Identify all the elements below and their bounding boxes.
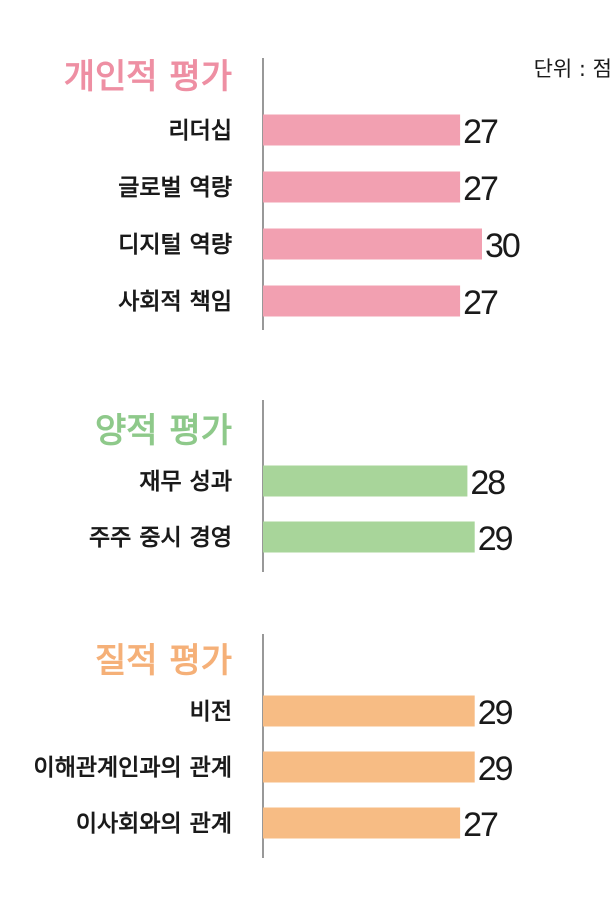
- bar: [263, 285, 461, 317]
- value-label: 27: [463, 806, 498, 844]
- group-title: 개인적 평가: [64, 57, 232, 97]
- bar: [263, 114, 461, 146]
- bar: [263, 695, 475, 727]
- bar: [263, 465, 468, 497]
- value-label: 27: [463, 113, 498, 151]
- group-title: 질적 평가: [95, 641, 232, 681]
- bar: [263, 521, 475, 553]
- category-label: 리더십: [169, 118, 232, 144]
- category-label: 비전: [190, 699, 232, 725]
- bar: [263, 807, 461, 839]
- value-label: 28: [470, 464, 505, 502]
- group-title: 양적 평가: [95, 411, 232, 451]
- bar: [263, 228, 482, 260]
- category-label: 사회적 책임: [118, 289, 232, 315]
- category-label: 디지털 역량: [118, 232, 232, 258]
- value-label: 27: [463, 284, 498, 322]
- value-label: 29: [478, 520, 513, 558]
- category-label: 글로벌 역량: [118, 175, 232, 201]
- category-label: 재무 성과: [139, 469, 232, 495]
- value-label: 30: [485, 227, 520, 265]
- bar: [263, 751, 475, 783]
- category-label: 이해관계인과의 관계: [34, 755, 232, 781]
- value-label: 27: [463, 170, 498, 208]
- category-label: 이사회와의 관계: [76, 811, 232, 837]
- category-label: 주주 중시 경영: [89, 525, 232, 551]
- value-label: 29: [478, 750, 513, 788]
- value-label: 29: [478, 694, 513, 732]
- unit-label: 단위 : 점: [534, 57, 612, 81]
- bar: [263, 171, 461, 203]
